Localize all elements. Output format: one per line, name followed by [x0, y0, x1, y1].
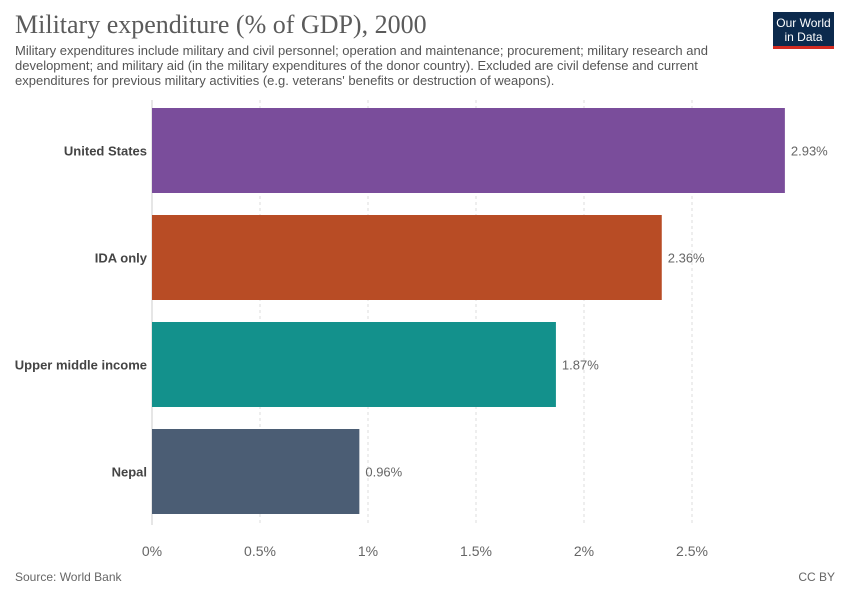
x-tick-label: 2.5%	[676, 543, 708, 559]
value-label: 2.93%	[791, 144, 828, 159]
logo-line-2: in Data	[784, 30, 823, 44]
chart-subtitle: Military expenditures include military a…	[15, 43, 708, 88]
x-tick-label: 2%	[574, 543, 594, 559]
x-tick-label: 0.5%	[244, 543, 276, 559]
x-tick-label: 0%	[142, 543, 162, 559]
x-axis-ticks: 0% 0.5% 1% 1.5% 2% 2.5%	[142, 543, 708, 559]
x-tick-label: 1.5%	[460, 543, 492, 559]
logo-line-1: Our World	[776, 16, 831, 30]
labels-group: United States 2.93% IDA only 2.36% Upper mid…	[15, 144, 828, 480]
category-label: Upper middle income	[15, 358, 147, 373]
bar[interactable]	[152, 429, 360, 514]
category-label: United States	[64, 144, 147, 159]
chart-title: Military expenditure (% of GDP), 2000	[15, 10, 427, 39]
bar[interactable]	[152, 108, 785, 193]
value-label: 2.36%	[668, 251, 705, 266]
license-note[interactable]: CC BY	[798, 570, 835, 584]
owid-logo[interactable]: Our World in Data	[773, 12, 834, 49]
source-note[interactable]: Source: World Bank	[15, 570, 122, 584]
bars-group	[152, 108, 785, 514]
x-tick-label: 1%	[358, 543, 378, 559]
bar[interactable]	[152, 322, 556, 407]
category-label: Nepal	[112, 465, 147, 480]
bar[interactable]	[152, 215, 662, 300]
value-label: 0.96%	[365, 465, 402, 480]
category-label: IDA only	[95, 251, 148, 266]
value-label: 1.87%	[562, 358, 599, 373]
